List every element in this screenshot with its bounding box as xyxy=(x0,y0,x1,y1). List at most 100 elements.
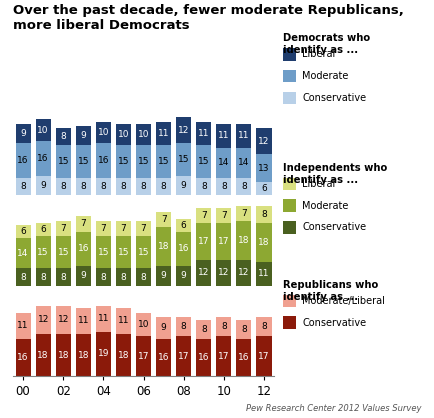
Text: 11: 11 xyxy=(77,316,89,326)
Text: 18: 18 xyxy=(238,236,249,245)
Bar xyxy=(56,268,71,285)
Text: Republicans who
identify as ...: Republicans who identify as ... xyxy=(282,280,377,302)
Bar xyxy=(176,219,191,232)
Bar xyxy=(16,143,30,178)
Bar xyxy=(216,124,231,148)
Text: 16: 16 xyxy=(197,353,209,362)
Text: 15: 15 xyxy=(138,157,149,166)
Text: 11: 11 xyxy=(118,316,129,326)
Text: 11: 11 xyxy=(158,129,169,138)
Text: 15: 15 xyxy=(158,157,169,166)
Text: 8: 8 xyxy=(100,273,106,281)
Text: 7: 7 xyxy=(140,224,146,233)
Bar xyxy=(16,225,30,238)
Text: 15: 15 xyxy=(77,157,89,166)
Bar xyxy=(95,236,111,268)
Text: 8: 8 xyxy=(120,273,126,281)
Bar xyxy=(236,148,251,178)
Text: 17: 17 xyxy=(258,352,269,361)
Text: 9: 9 xyxy=(161,271,166,280)
Text: 17: 17 xyxy=(217,352,229,361)
Text: 9: 9 xyxy=(80,271,86,280)
Bar xyxy=(36,141,51,176)
Text: 9: 9 xyxy=(40,181,46,190)
Bar xyxy=(95,178,111,195)
Bar xyxy=(216,178,231,195)
Bar xyxy=(36,268,51,285)
Text: Conservative: Conservative xyxy=(302,318,365,328)
Text: 10: 10 xyxy=(138,130,149,139)
Text: 7: 7 xyxy=(201,211,206,220)
Bar xyxy=(116,124,131,145)
Text: 10: 10 xyxy=(97,128,109,137)
Bar xyxy=(176,176,191,195)
Bar xyxy=(196,208,211,223)
Text: 7: 7 xyxy=(100,224,106,233)
Text: 14: 14 xyxy=(238,158,249,167)
Text: 11: 11 xyxy=(217,131,229,140)
Text: 16: 16 xyxy=(158,353,169,362)
Bar xyxy=(116,268,131,285)
Text: 8: 8 xyxy=(161,182,166,191)
Bar xyxy=(256,317,271,336)
Text: Independents who
identify as ...: Independents who identify as ... xyxy=(282,163,386,185)
Bar xyxy=(256,206,271,223)
Bar xyxy=(116,145,131,178)
Text: 6: 6 xyxy=(40,225,46,234)
Bar xyxy=(76,145,91,178)
Bar xyxy=(196,145,211,178)
Text: 9: 9 xyxy=(80,131,86,140)
Text: 8: 8 xyxy=(181,322,186,331)
Bar xyxy=(216,148,231,178)
Bar xyxy=(156,266,171,285)
Bar xyxy=(16,124,30,143)
Bar xyxy=(56,221,71,236)
Text: 17: 17 xyxy=(138,352,149,361)
Text: 8: 8 xyxy=(201,182,206,191)
Bar xyxy=(216,223,231,260)
Text: 8: 8 xyxy=(20,273,26,281)
Text: 8: 8 xyxy=(201,325,206,334)
Bar xyxy=(236,320,251,339)
Text: 8: 8 xyxy=(260,210,266,219)
Bar xyxy=(256,182,271,195)
Bar xyxy=(176,336,191,376)
Bar xyxy=(256,223,271,262)
Bar xyxy=(156,178,171,195)
Bar xyxy=(176,117,191,143)
Bar xyxy=(95,221,111,236)
Text: Moderate: Moderate xyxy=(302,71,348,81)
Text: 9: 9 xyxy=(181,181,186,190)
Bar xyxy=(95,331,111,376)
Text: 8: 8 xyxy=(220,322,226,331)
Text: 16: 16 xyxy=(77,245,89,253)
Bar xyxy=(16,339,30,376)
Text: 7: 7 xyxy=(161,215,166,224)
Text: 8: 8 xyxy=(240,325,246,334)
Bar xyxy=(36,236,51,268)
Bar xyxy=(36,120,51,141)
Text: 14: 14 xyxy=(218,158,229,167)
Text: 11: 11 xyxy=(17,321,29,330)
Bar xyxy=(116,308,131,334)
Text: 15: 15 xyxy=(118,247,129,257)
Text: 15: 15 xyxy=(57,247,69,257)
Bar xyxy=(236,260,251,285)
Bar xyxy=(95,306,111,331)
Text: 9: 9 xyxy=(181,271,186,280)
Bar xyxy=(76,232,91,266)
Text: 12: 12 xyxy=(57,315,69,324)
Bar xyxy=(196,223,211,260)
Text: 8: 8 xyxy=(100,182,106,191)
Text: 16: 16 xyxy=(37,154,49,163)
Text: Moderate: Moderate xyxy=(302,201,348,211)
Text: 7: 7 xyxy=(60,224,66,233)
Bar xyxy=(136,313,151,336)
Text: 18: 18 xyxy=(57,351,69,359)
Text: 18: 18 xyxy=(77,351,89,359)
Bar xyxy=(95,122,111,143)
Bar xyxy=(176,266,191,285)
Bar xyxy=(116,221,131,236)
Bar xyxy=(16,238,30,268)
Text: 8: 8 xyxy=(120,182,126,191)
